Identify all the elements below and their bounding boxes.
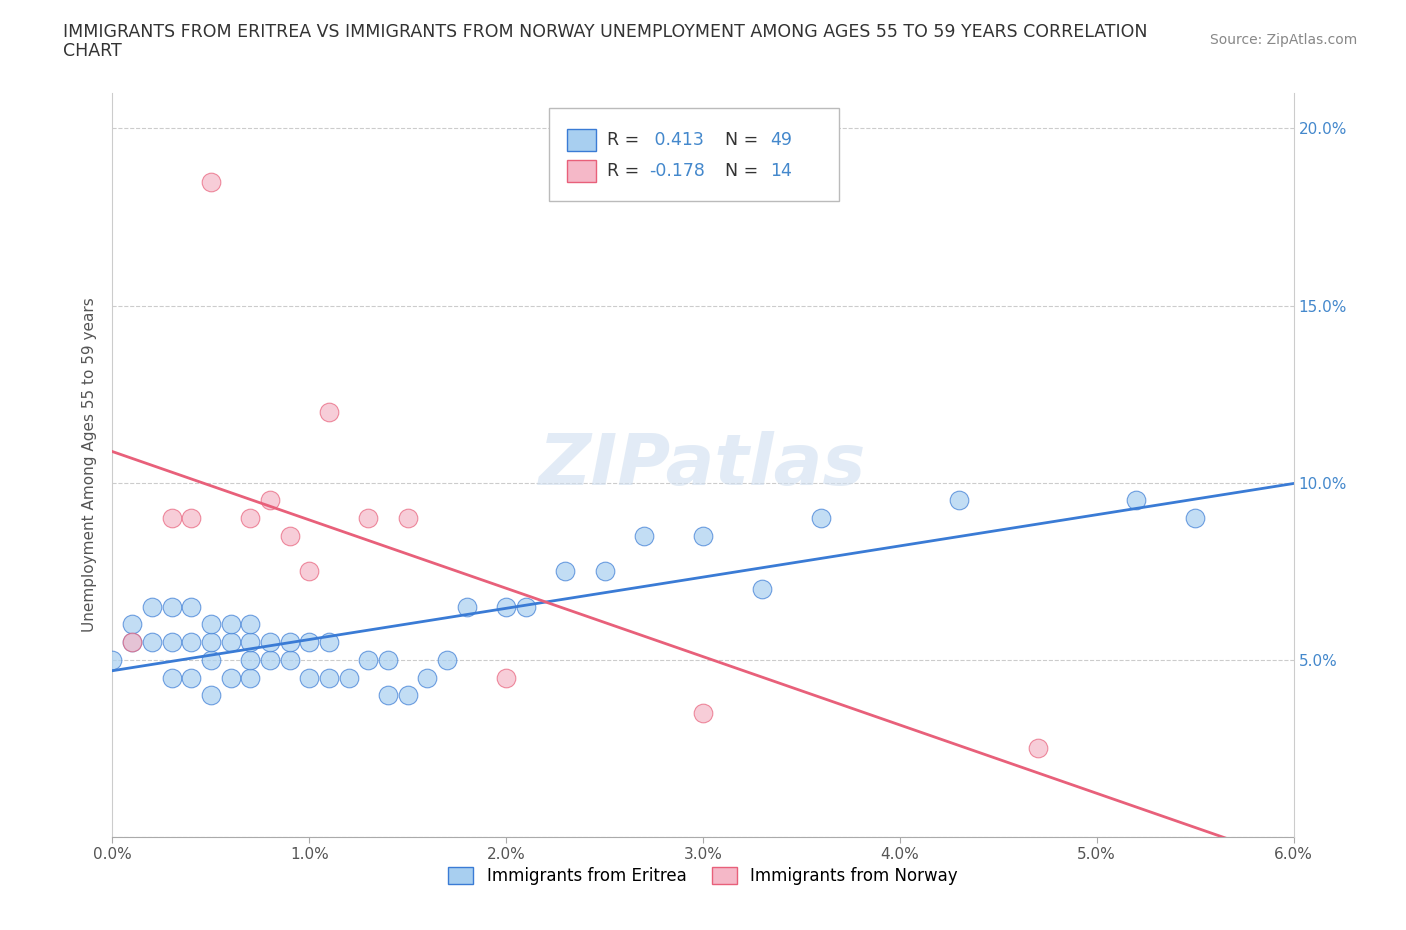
Point xyxy=(121,617,143,631)
Point xyxy=(121,634,143,649)
Point xyxy=(377,688,399,703)
Text: N =: N = xyxy=(714,162,763,180)
Point xyxy=(219,671,242,685)
Text: N =: N = xyxy=(714,131,763,149)
FancyBboxPatch shape xyxy=(567,160,596,182)
Point xyxy=(948,493,970,508)
Point xyxy=(377,653,399,668)
Point xyxy=(141,599,163,614)
Text: -0.178: -0.178 xyxy=(648,162,704,180)
Point xyxy=(259,493,281,508)
Point xyxy=(278,653,301,668)
Point xyxy=(239,634,262,649)
Point xyxy=(121,634,143,649)
Point xyxy=(239,617,262,631)
Point xyxy=(278,528,301,543)
Point xyxy=(396,511,419,525)
Point xyxy=(259,634,281,649)
Point xyxy=(200,653,222,668)
Point xyxy=(180,634,202,649)
Point xyxy=(1184,511,1206,525)
Point xyxy=(436,653,458,668)
Point xyxy=(180,599,202,614)
Legend: Immigrants from Eritrea, Immigrants from Norway: Immigrants from Eritrea, Immigrants from… xyxy=(441,860,965,892)
Point xyxy=(298,564,321,578)
Point xyxy=(298,671,321,685)
Point xyxy=(200,634,222,649)
Text: R =: R = xyxy=(607,162,645,180)
Point xyxy=(141,634,163,649)
Text: IMMIGRANTS FROM ERITREA VS IMMIGRANTS FROM NORWAY UNEMPLOYMENT AMONG AGES 55 TO : IMMIGRANTS FROM ERITREA VS IMMIGRANTS FR… xyxy=(63,23,1147,41)
Point xyxy=(692,706,714,721)
Text: R =: R = xyxy=(607,131,645,149)
Point xyxy=(593,564,616,578)
Point xyxy=(495,671,517,685)
Point xyxy=(180,671,202,685)
Point xyxy=(396,688,419,703)
Point xyxy=(239,653,262,668)
Point xyxy=(318,405,340,419)
Point xyxy=(160,511,183,525)
Point xyxy=(554,564,576,578)
Point xyxy=(1026,741,1049,756)
Text: 14: 14 xyxy=(770,162,792,180)
Point xyxy=(810,511,832,525)
Point xyxy=(259,653,281,668)
Point xyxy=(200,688,222,703)
Point xyxy=(278,634,301,649)
Point xyxy=(200,174,222,189)
Point xyxy=(298,634,321,649)
Text: 0.413: 0.413 xyxy=(648,131,703,149)
Point xyxy=(456,599,478,614)
Point xyxy=(692,528,714,543)
Text: 49: 49 xyxy=(770,131,793,149)
Point xyxy=(633,528,655,543)
Point xyxy=(357,511,380,525)
FancyBboxPatch shape xyxy=(567,128,596,151)
Point xyxy=(219,617,242,631)
Point xyxy=(180,511,202,525)
FancyBboxPatch shape xyxy=(550,108,839,201)
Point xyxy=(239,671,262,685)
Point xyxy=(239,511,262,525)
Point xyxy=(357,653,380,668)
Point xyxy=(219,634,242,649)
Point xyxy=(160,634,183,649)
Text: CHART: CHART xyxy=(63,42,122,60)
Text: ZIPatlas: ZIPatlas xyxy=(540,431,866,499)
Point xyxy=(416,671,439,685)
Point xyxy=(515,599,537,614)
Point xyxy=(200,617,222,631)
Text: Source: ZipAtlas.com: Source: ZipAtlas.com xyxy=(1209,33,1357,46)
Point xyxy=(495,599,517,614)
Point xyxy=(1125,493,1147,508)
Y-axis label: Unemployment Among Ages 55 to 59 years: Unemployment Among Ages 55 to 59 years xyxy=(82,298,97,632)
Point xyxy=(160,599,183,614)
Point xyxy=(318,634,340,649)
Point xyxy=(337,671,360,685)
Point xyxy=(318,671,340,685)
Point xyxy=(751,581,773,596)
Point xyxy=(160,671,183,685)
Point xyxy=(101,653,124,668)
